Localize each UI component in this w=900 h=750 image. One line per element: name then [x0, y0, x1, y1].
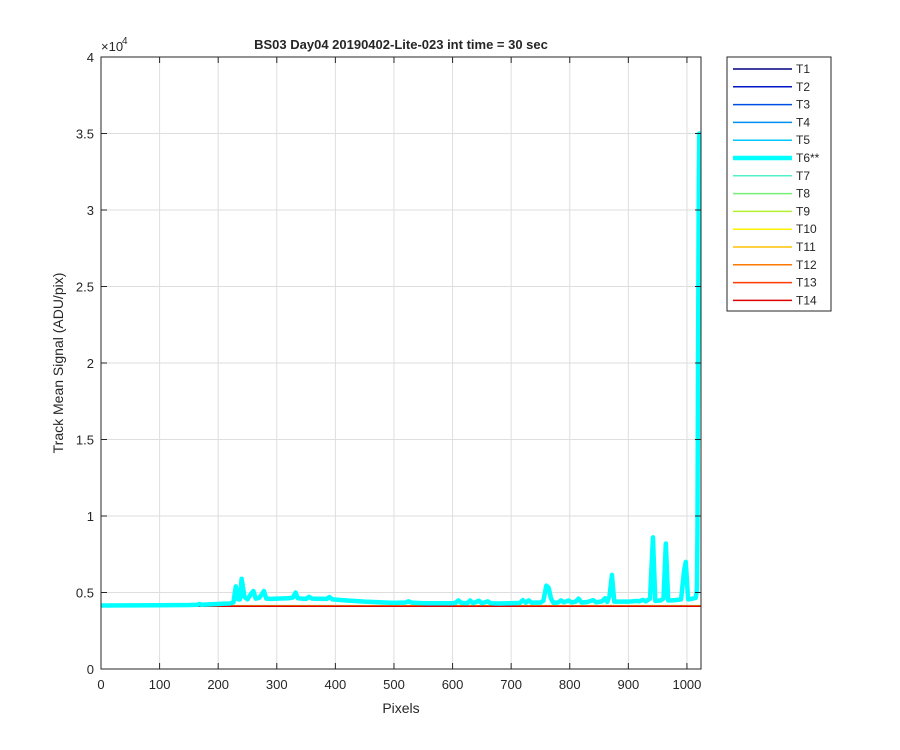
y-tick-label: 2 — [87, 356, 94, 371]
y-tick-label: 4 — [87, 50, 94, 65]
y-axis-title: Track Mean Signal (ADU/pix) — [50, 273, 66, 454]
x-axis-title: Pixels — [382, 700, 419, 716]
legend-label: T12 — [796, 258, 817, 272]
legend-label: T4 — [796, 115, 810, 129]
x-tick-label: 800 — [559, 677, 581, 692]
legend: T1 T2 T3 T4 T5 T6** T7 T8 T9 T10 T11 T12 T13 T14 — [726, 56, 832, 312]
legend-label: T8 — [796, 187, 810, 201]
y-exponent-base: ×10 — [101, 39, 123, 54]
series-lines — [101, 131, 701, 608]
legend-label: T9 — [796, 204, 810, 218]
legend-label: T11 — [796, 240, 816, 254]
x-tick-label: 500 — [383, 677, 405, 692]
x-tick-label: 100 — [149, 677, 171, 692]
legend-box — [726, 56, 832, 312]
x-axis-ticks: 0 100 200 300 400 500 600 700 800 900 1000 — [97, 57, 701, 692]
x-tick-label: 1000 — [672, 677, 701, 692]
x-tick-label: 0 — [97, 677, 104, 692]
x-tick-label: 600 — [442, 677, 464, 692]
legend-label: T5 — [796, 133, 810, 147]
series-line-T6 — [101, 131, 701, 608]
legend-label: T14 — [796, 293, 817, 307]
y-tick-label: 2.5 — [76, 280, 94, 295]
y-tick-label: 1 — [87, 509, 94, 524]
x-tick-label: 300 — [266, 677, 288, 692]
chart-title: BS03 Day04 20190402-Lite-023 int time = … — [254, 37, 548, 52]
legend-label: T1 — [796, 62, 810, 76]
legend-label: T2 — [796, 80, 810, 94]
x-tick-label: 400 — [325, 677, 347, 692]
y-tick-label: 0 — [87, 662, 94, 677]
y-tick-label: 1.5 — [76, 433, 94, 448]
y-tick-label: 3.5 — [76, 127, 94, 142]
legend-label: T13 — [796, 276, 817, 290]
y-axis-ticks: 0 0.5 1 1.5 2 2.5 3 3.5 4 — [76, 50, 701, 677]
legend-label: T3 — [796, 98, 810, 112]
legend-label: T7 — [796, 169, 810, 183]
legend-label: T10 — [796, 222, 817, 236]
y-tick-label: 3 — [87, 203, 94, 218]
x-tick-label: 700 — [500, 677, 522, 692]
y-exponent-power: 4 — [122, 36, 128, 47]
legend-label: T6** — [796, 151, 820, 165]
x-tick-label: 900 — [617, 677, 639, 692]
y-tick-label: 0.5 — [76, 586, 94, 601]
grid-lines — [101, 57, 701, 669]
x-tick-label: 200 — [207, 677, 229, 692]
